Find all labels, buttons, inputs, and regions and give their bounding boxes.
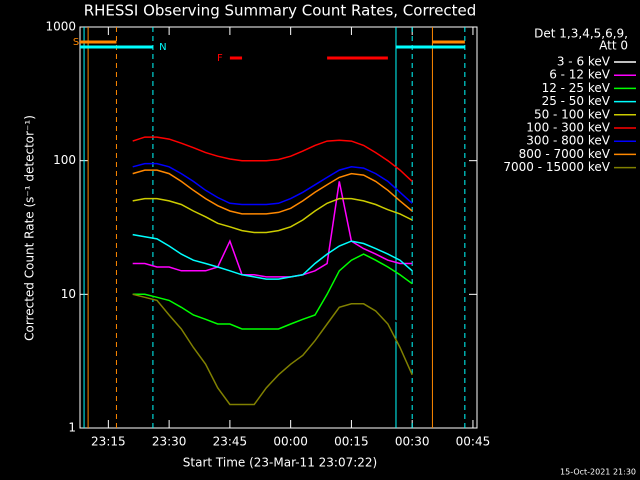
plot-frame xyxy=(79,26,478,429)
footer: 15-Oct-2021 21:30 xyxy=(560,468,636,477)
series-line xyxy=(132,169,413,215)
x-tick-label: 00:45 xyxy=(456,435,491,449)
y-axis-label: Corrected Count Rate (s⁻¹ detector⁻¹) xyxy=(23,115,37,341)
y-tick-label: 1000 xyxy=(45,20,76,34)
x-tick-label: 23:30 xyxy=(152,435,187,449)
x-axis-label: Start Time (23-Mar-11 23:07:22) xyxy=(183,456,377,470)
series-line xyxy=(132,162,413,206)
y-tick-label: 1 xyxy=(68,421,76,435)
x-tick-label: 23:45 xyxy=(213,435,248,449)
series-line xyxy=(132,253,413,330)
legend-label: 25 - 50 keV xyxy=(542,94,611,108)
x-tick-label: 00:00 xyxy=(273,435,308,449)
legend-label: 100 - 300 keV xyxy=(526,121,610,135)
x-tick-label: 23:15 xyxy=(91,435,126,449)
legend-label: 12 - 25 keV xyxy=(542,81,611,95)
x-tick-label: 00:15 xyxy=(334,435,369,449)
flag-label: S xyxy=(73,37,79,48)
legend-label: 6 - 12 keV xyxy=(549,68,611,82)
series-line xyxy=(132,293,413,406)
x-tick-label: 00:30 xyxy=(395,435,430,449)
series-line xyxy=(132,181,413,278)
flag-label: N xyxy=(159,42,166,53)
chart-title: RHESSI Observing Summary Count Rates, Co… xyxy=(84,2,477,20)
series-line xyxy=(132,233,413,280)
legend-header: Att 0 xyxy=(599,39,628,53)
series-line xyxy=(132,230,413,365)
series-line xyxy=(132,197,413,234)
y-tick-label: 100 xyxy=(53,153,76,167)
y-tick-label: 10 xyxy=(61,287,76,301)
legend-label: 300 - 800 keV xyxy=(526,134,610,148)
flag-label: F xyxy=(217,53,223,64)
legend-header: Det 1,3,4,5,6,9, xyxy=(534,27,628,41)
legend-label: 7000 - 15000 keV xyxy=(503,160,610,174)
legend-label: 50 - 100 keV xyxy=(534,107,611,121)
legend-label: 3 - 6 keV xyxy=(557,55,611,69)
series-line xyxy=(132,136,413,182)
legend-label: 800 - 7000 keV xyxy=(519,147,611,161)
